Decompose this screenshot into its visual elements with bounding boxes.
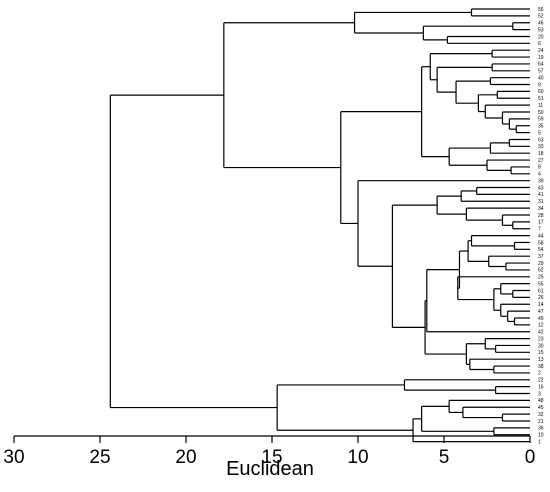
leaf-label-19: 63 (538, 137, 544, 143)
leaf-label-51: 13 (538, 357, 544, 363)
leaf-label-8: 64 (538, 62, 544, 68)
leaf-label-41: 61 (538, 288, 544, 294)
leaf-label-27: 41 (538, 192, 544, 198)
leaf-label-34: 58 (538, 240, 544, 246)
leaf-label-57: 48 (538, 398, 544, 404)
leaf-label-61: 36 (538, 426, 544, 432)
x-tick-label-3: 15 (261, 447, 282, 468)
leaf-label-25: 39 (538, 178, 544, 184)
leaf-label-10: 40 (538, 75, 544, 81)
leaf-label-1: 52 (538, 14, 544, 20)
leaf-label-44: 47 (538, 309, 544, 315)
leaf-label-31: 17 (538, 220, 544, 226)
leaf-label-16: 59 (538, 117, 544, 123)
leaf-label-47: 42 (538, 330, 544, 336)
x-axis-title: Euclidean (226, 458, 314, 480)
leaf-label-35: 54 (538, 247, 544, 253)
leaf-label-53: 2 (538, 371, 541, 377)
leaf-label-46: 12 (538, 323, 544, 329)
x-tick-label-1: 25 (89, 447, 110, 468)
leaf-label-15: 50 (538, 110, 544, 116)
leaf-label-48: 23 (538, 336, 544, 342)
leaf-label-60: 21 (538, 419, 544, 425)
leaf-label-36: 37 (538, 254, 544, 260)
dendrogram-links (109, 8, 530, 443)
leaf-label-6: 24 (538, 48, 544, 54)
leaf-label-0: 56 (538, 7, 544, 13)
leaf-label-42: 26 (538, 295, 544, 301)
leaf-label-39: 25 (538, 275, 544, 281)
leaf-label-43: 14 (538, 302, 544, 308)
leaf-label-49: 30 (538, 343, 544, 349)
leaf-label-29: 34 (538, 206, 544, 212)
x-tick-label-5: 5 (439, 447, 450, 468)
leaf-label-52: 38 (538, 364, 544, 370)
leaf-label-45: 49 (538, 316, 544, 322)
leaf-label-38: 62 (538, 268, 544, 274)
x-tick-label-6: 0 (525, 447, 536, 468)
leaf-label-28: 31 (538, 199, 544, 205)
x-tick-label-2: 20 (175, 447, 196, 468)
x-tick-label-4: 10 (347, 447, 368, 468)
leaf-label-58: 45 (538, 405, 544, 411)
leaf-label-50: 15 (538, 350, 544, 356)
x-axis: 30 25 20 15 10 5 0 (3, 435, 536, 468)
leaf-label-7: 19 (538, 55, 544, 61)
leaf-label-12: 60 (538, 89, 544, 95)
leaf-label-24: 4 (538, 172, 541, 178)
leaf-label-33: 44 (538, 233, 544, 239)
leaf-label-14: 11 (538, 103, 543, 109)
leaf-labels: 5652465320624196457409605111505935563331… (538, 7, 544, 446)
leaf-label-21: 18 (538, 151, 544, 157)
leaf-label-5: 6 (538, 41, 541, 47)
leaf-label-26: 43 (538, 185, 544, 191)
leaf-label-3: 53 (538, 27, 544, 33)
leaf-label-18: 5 (538, 130, 541, 136)
leaf-label-40: 55 (538, 281, 544, 287)
leaf-label-17: 35 (538, 124, 544, 130)
leaf-label-62: 10 (538, 433, 544, 439)
leaf-label-4: 20 (538, 34, 544, 40)
leaf-label-32: 7 (538, 227, 541, 233)
leaf-label-9: 57 (538, 69, 544, 75)
leaf-label-30: 28 (538, 213, 544, 219)
leaf-label-56: 3 (538, 391, 541, 397)
x-tick-label-0: 30 (3, 447, 24, 468)
leaf-label-22: 27 (538, 158, 544, 164)
leaf-label-55: 16 (538, 384, 544, 390)
leaf-label-20: 33 (538, 144, 544, 150)
leaf-label-23: 8 (538, 165, 541, 171)
leaf-label-37: 29 (538, 261, 544, 267)
leaf-label-54: 22 (538, 378, 544, 384)
leaf-label-13: 51 (538, 96, 544, 102)
leaf-label-11: 9 (538, 82, 541, 88)
leaf-label-59: 32 (538, 412, 544, 418)
leaf-label-2: 46 (538, 21, 544, 27)
leaf-label-63: 1 (538, 439, 541, 445)
